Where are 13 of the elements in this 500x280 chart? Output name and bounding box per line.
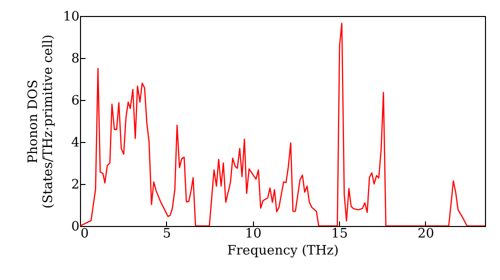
- x-tick-label: 20: [418, 226, 434, 242]
- x-tick-label: 5: [162, 226, 171, 242]
- x-axis-title: Frequency (THz): [227, 244, 339, 258]
- y-tick-label: 2: [71, 178, 80, 192]
- y-axis-title: Phonon DOS (States/THz·primitive cell): [26, 34, 56, 209]
- line-series: [80, 22, 485, 226]
- y-tick-label: 4: [71, 136, 80, 150]
- y-tick-label: 6: [71, 94, 80, 108]
- y-tick-label: 10: [62, 10, 80, 24]
- x-tick-label: 15: [331, 226, 348, 242]
- x-tick-label: 0: [80, 226, 89, 242]
- x-tick-label: 10: [244, 226, 262, 242]
- y-tick-label: 8: [71, 52, 80, 66]
